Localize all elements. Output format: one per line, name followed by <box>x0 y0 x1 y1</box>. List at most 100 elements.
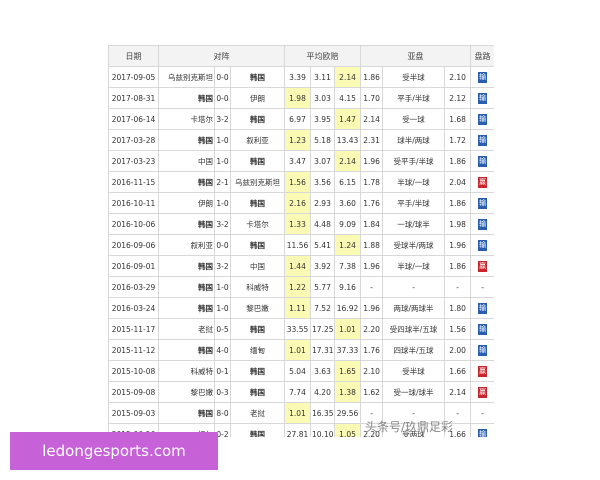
table-row: 2017-08-31 韩国 0-0 伊朗 1.98 3.03 4.15 1.70 平手/半球 2.… <box>108 87 494 109</box>
table-cell: 2017-03-28 <box>108 129 159 151</box>
table-cell: 输 <box>470 234 494 256</box>
table-cell: 5.18 <box>310 129 336 151</box>
table-cell: 1.68 <box>444 108 472 130</box>
table-wrap: 日期 对阵 平均欧赔 亚盘 盘路 2017-09-05 乌兹别克斯坦 0-0 韩国 3.… <box>108 45 494 437</box>
table-cell: 受半球 <box>382 66 446 88</box>
table-cell: 2016-11-15 <box>108 171 159 193</box>
table-cell: 1.86 <box>444 150 472 172</box>
table-cell: 赢 <box>470 360 494 382</box>
table-cell: 受半球 <box>382 360 446 382</box>
table-cell: 1-0 <box>214 276 231 298</box>
table-cell: 四球半/五球 <box>382 339 446 361</box>
table-cell: 老挝 <box>229 402 286 424</box>
table-cell: 16.92 <box>334 297 362 319</box>
table-row: 2016-03-24 韩国 1-0 黎巴嫩 1.11 7.52 16.92 1.96 两球/两球… <box>108 297 494 319</box>
table-cell: 1-0 <box>214 192 231 214</box>
table-cell: 13.43 <box>334 129 362 151</box>
table-cell: 平手/半球 <box>382 192 446 214</box>
table-cell: 0-1 <box>214 360 231 382</box>
table-cell: 输 <box>470 423 494 437</box>
table-cell: 乌兹别克斯坦 <box>158 66 215 88</box>
result-badge: 输 <box>478 155 488 167</box>
table-cell: 1.86 <box>444 255 472 277</box>
table-cell: 1-0 <box>214 297 231 319</box>
table-cell: 1.96 <box>360 255 384 277</box>
table-cell: 1.72 <box>444 129 472 151</box>
table-cell: 1.84 <box>360 213 384 235</box>
table-cell: - <box>360 276 384 298</box>
table-cell: 1.56 <box>444 318 472 340</box>
result-badge: 输 <box>478 134 488 146</box>
table-cell: 5.41 <box>310 234 336 256</box>
table-cell: 1.22 <box>284 276 312 298</box>
table-cell: 2.93 <box>310 192 336 214</box>
table-cell: 4.20 <box>310 381 336 403</box>
table-row: 2016-10-11 伊朗 1-0 韩国 2.16 2.93 3.60 1.76 平手/半球 1.… <box>108 192 494 214</box>
table-cell: 2016-03-29 <box>108 276 159 298</box>
table-cell: 4.48 <box>310 213 336 235</box>
table-row: 2016-09-01 韩国 3-2 中国 1.44 3.92 7.38 1.96 半球/一球 1.… <box>108 255 494 277</box>
table-cell: 2016-10-11 <box>108 192 159 214</box>
table-cell: 科威特 <box>158 360 215 382</box>
table-cell: 1.86 <box>360 66 384 88</box>
table-cell: 1.56 <box>284 171 312 193</box>
table-cell: 3.47 <box>284 150 312 172</box>
table-cell: 输 <box>470 66 494 88</box>
table-cell: 受一球/球半 <box>382 381 446 403</box>
table-cell: 1.11 <box>284 297 312 319</box>
table-cell: - <box>470 402 494 424</box>
table-row: 2015-10-08 科威特 0-1 韩国 5.04 3.63 1.65 2.10 受半球 1.6… <box>108 360 494 382</box>
table-row: 2015-11-12 韩国 4-0 缅甸 1.01 17.31 37.33 1.76 四球半/五… <box>108 339 494 361</box>
table-cell: 黎巴嫩 <box>229 297 286 319</box>
table-cell: 0-5 <box>214 318 231 340</box>
table-cell: 1.44 <box>284 255 312 277</box>
table-cell: 5.04 <box>284 360 312 382</box>
result-badge: 输 <box>478 113 488 125</box>
table-cell: 韩国 <box>158 171 215 193</box>
table-cell: 0-0 <box>214 87 231 109</box>
table-cell: 输 <box>470 192 494 214</box>
table-cell: 29.56 <box>334 402 362 424</box>
table-cell: 1.01 <box>284 339 312 361</box>
table-cell: 两球/两球半 <box>382 297 446 319</box>
table-cell: 2-1 <box>214 171 231 193</box>
result-badge: 赢 <box>478 176 488 188</box>
table-cell: 2.04 <box>444 171 472 193</box>
header-cell: 平均欧赔 <box>284 45 362 67</box>
result-badge: 输 <box>478 302 488 314</box>
table-cell: 平手/半球 <box>382 87 446 109</box>
table-cell: 2.14 <box>334 66 362 88</box>
table-cell: 2017-03-23 <box>108 150 159 172</box>
table-cell: 韩国 <box>229 318 286 340</box>
table-cell: 37.33 <box>334 339 362 361</box>
table-cell: 2.20 <box>360 318 384 340</box>
table-cell: 卡塔尔 <box>158 108 215 130</box>
table-cell: 输 <box>470 213 494 235</box>
table-cell: 8-0 <box>214 402 231 424</box>
table-cell: 7.74 <box>284 381 312 403</box>
result-badge: 输 <box>478 428 488 437</box>
table-cell: 2.10 <box>444 66 472 88</box>
table-cell: 0-3 <box>214 381 231 403</box>
table-cell: 韩国 <box>158 255 215 277</box>
table-cell: 韩国 <box>158 276 215 298</box>
table-cell: 9.09 <box>334 213 362 235</box>
table-cell: 输 <box>470 297 494 319</box>
table-cell: 1.65 <box>334 360 362 382</box>
table-cell: 1.76 <box>360 339 384 361</box>
table-cell: 1.78 <box>360 171 384 193</box>
table-cell: 7.38 <box>334 255 362 277</box>
table-cell: 2.14 <box>444 381 472 403</box>
table-cell: 3.60 <box>334 192 362 214</box>
table-cell: 半球/一球 <box>382 171 446 193</box>
table-cell: 韩国 <box>229 192 286 214</box>
table-cell: 2.14 <box>360 108 384 130</box>
table-cell: 3.56 <box>310 171 336 193</box>
table-cell: 输 <box>470 108 494 130</box>
table-cell: 1.66 <box>444 423 472 437</box>
table-cell: 7.52 <box>310 297 336 319</box>
table-cell: 中国 <box>229 255 286 277</box>
table-cell: 韩国 <box>158 297 215 319</box>
table-row: 2016-09-06 叙利亚 0-0 韩国 11.56 5.41 1.24 1.88 受球半/两… <box>108 234 494 256</box>
